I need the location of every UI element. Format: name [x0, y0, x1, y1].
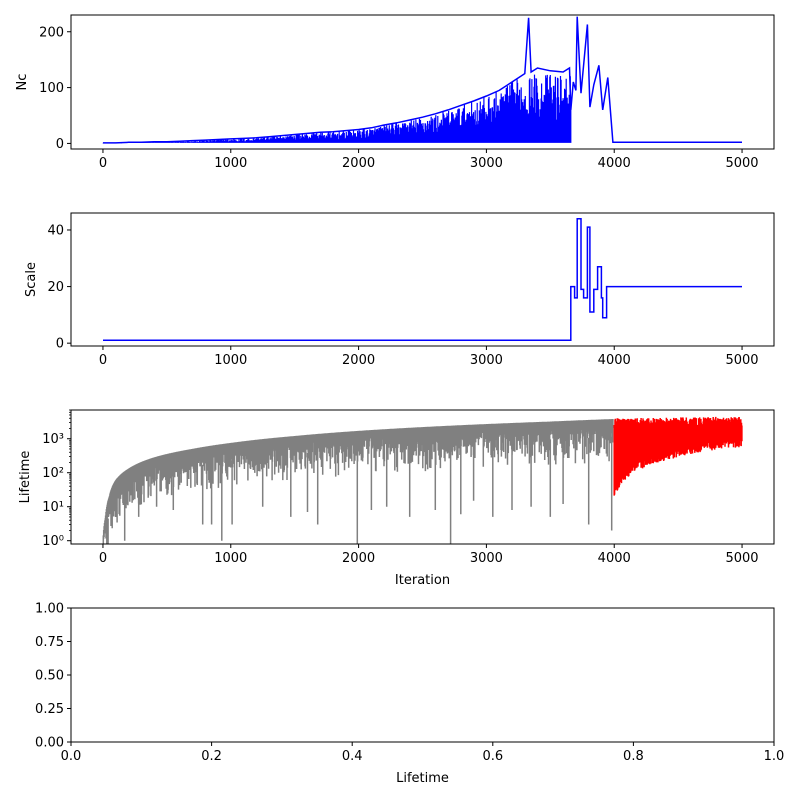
x-tick-label: 0.8: [623, 749, 644, 764]
y-tick-label: 1.00: [35, 602, 64, 617]
y-tick-label: 10⁰: [42, 534, 64, 549]
series-line: [103, 217, 742, 342]
y-tick-label: 0.50: [35, 669, 64, 684]
x-axis-label: Lifetime: [396, 771, 449, 786]
subplot-4: 0.0 0.2 0.4 0.6 0.8 1.0 0.00 0.25 0.50 0.75 1.00 Li…: [35, 602, 784, 787]
x-tick-label: 0: [99, 156, 107, 171]
y-tick-label: 10³: [42, 432, 64, 447]
x-tick-label: 3000: [470, 156, 503, 171]
subplot-3: 0 1000 2000 3000 4000 5000 10⁰ 10¹ 10² 10³ Iterati…: [18, 409, 775, 588]
x-tick-label: 3000: [470, 551, 503, 566]
plot-area: [103, 217, 742, 342]
x-tick-label: 5000: [725, 156, 758, 171]
series-grey: [102, 419, 614, 544]
series-line: [103, 16, 742, 144]
x-tick-label: 1.0: [764, 749, 785, 764]
y-tick-label: 0: [56, 337, 64, 352]
y-tick-label: 10²: [42, 466, 64, 481]
x-tick-label: 2000: [342, 156, 375, 171]
x-tick-label: 3000: [470, 353, 503, 368]
x-tick-label: 5000: [725, 551, 758, 566]
x-tick-label: 4000: [598, 353, 631, 368]
y-axis-label: Lifetime: [18, 451, 33, 504]
axes-frame: [70, 212, 775, 347]
x-tick-label: 0.0: [61, 749, 82, 764]
x-tick-label: 0.2: [201, 749, 222, 764]
x-tick-label: 1000: [214, 353, 247, 368]
axes-frame: [70, 14, 775, 150]
plot-area: [102, 16, 742, 144]
plot-area: [102, 416, 743, 544]
x-tick-label: 4000: [598, 551, 631, 566]
x-tick-label: 0: [99, 551, 107, 566]
y-tick-label: 10¹: [42, 500, 64, 515]
x-tick-label: 5000: [725, 353, 758, 368]
x-tick-label: 2000: [342, 551, 375, 566]
y-tick-label: 0.25: [35, 702, 64, 717]
axes-frame: [70, 409, 775, 545]
y-tick-label: 200: [39, 25, 64, 40]
x-axis-label: Iteration: [395, 573, 450, 588]
series-noise: [102, 74, 572, 144]
y-axis-label: Scale: [24, 262, 39, 297]
x-tick-label: 1000: [214, 156, 247, 171]
subplot-1: 0 1000 2000 3000 4000 5000 0 100 200 Nc: [15, 14, 775, 171]
y-tick-label: 40: [47, 223, 64, 238]
y-tick-label: 20: [47, 280, 64, 295]
y-tick-label: 0: [56, 137, 64, 152]
x-tick-label: 4000: [598, 156, 631, 171]
y-tick-label: 100: [39, 81, 64, 96]
x-tick-label: 2000: [342, 353, 375, 368]
x-tick-label: 0.6: [482, 749, 503, 764]
x-tick-label: 0: [99, 353, 107, 368]
y-tick-label: 0.00: [35, 736, 64, 751]
subplot-2: 0 1000 2000 3000 4000 5000 0 20 40 Scale: [24, 212, 775, 368]
x-tick-label: 1000: [214, 551, 247, 566]
y-axis-label: Nc: [15, 74, 30, 91]
y-tick-label: 0.75: [35, 635, 64, 650]
x-tick-label: 0.4: [342, 749, 363, 764]
series-red: [613, 416, 743, 496]
